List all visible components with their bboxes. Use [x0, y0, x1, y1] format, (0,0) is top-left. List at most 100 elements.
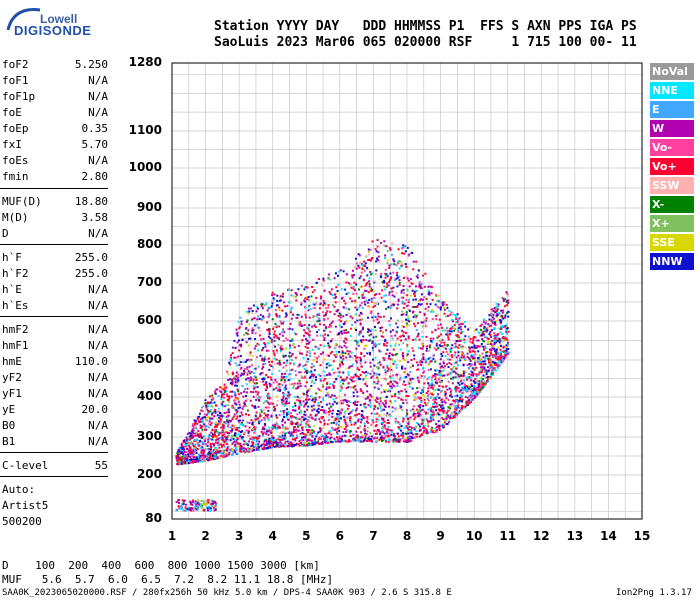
trace-point: [377, 255, 380, 258]
trace-point: [339, 440, 342, 443]
trace-point: [420, 298, 423, 301]
trace-point: [266, 414, 269, 417]
trace-point: [319, 344, 322, 347]
trace-point: [357, 377, 360, 380]
trace-point: [417, 303, 420, 305]
trace-point: [217, 440, 220, 443]
trace-point: [273, 445, 276, 448]
trace-point: [388, 291, 391, 294]
trace-point: [186, 456, 189, 459]
trace-point: [428, 376, 431, 379]
trace-point: [429, 431, 432, 433]
trace-point: [451, 368, 454, 371]
trace-point: [325, 312, 328, 315]
trace-point: [177, 448, 180, 451]
trace-point: [492, 361, 495, 364]
trace-point: [362, 335, 365, 338]
trace-point: [431, 309, 434, 311]
trace-point: [418, 281, 421, 284]
trace-point: [469, 326, 472, 329]
trace-point: [352, 439, 354, 442]
trace-point: [274, 423, 277, 426]
param-key: C-level: [2, 459, 49, 472]
trace-point: [345, 329, 348, 332]
trace-point: [479, 325, 482, 328]
trace-point: [245, 405, 248, 407]
trace-point: [355, 435, 358, 438]
trace-point: [385, 428, 388, 431]
trace-point: [385, 273, 388, 276]
trace-point: [437, 347, 440, 349]
trace-point: [398, 281, 401, 284]
trace-point: [448, 415, 450, 418]
trace-point: [268, 363, 271, 366]
trace-point: [409, 378, 412, 381]
trace-point: [277, 386, 280, 389]
trace-point: [180, 449, 183, 452]
trace-point: [229, 378, 232, 381]
trace-point: [406, 288, 409, 291]
trace-point: [288, 431, 290, 434]
trace-point: [278, 362, 281, 365]
trace-point: [347, 386, 350, 389]
trace-point: [339, 365, 342, 368]
trace-point: [390, 368, 393, 371]
trace-point: [219, 414, 222, 417]
trace-point: [359, 339, 362, 342]
trace-point: [397, 299, 400, 302]
trace-point: [406, 353, 409, 356]
trace-point: [356, 361, 358, 364]
trace-point: [291, 435, 293, 438]
trace-point: [426, 397, 429, 400]
trace-point: [194, 422, 196, 425]
trace-point: [202, 405, 205, 408]
trace-point: [336, 353, 338, 356]
trace-point: [421, 389, 424, 392]
trace-point: [240, 320, 243, 323]
trace-point: [388, 355, 391, 358]
trace-point: [396, 271, 399, 274]
trace-point: [474, 358, 477, 361]
trace-point: [259, 414, 262, 417]
trace-point: [372, 306, 375, 308]
trace-point: [188, 458, 191, 461]
trace-point: [269, 440, 272, 443]
trace-point: [408, 438, 411, 440]
trace-point: [402, 334, 404, 337]
trace-point: [414, 306, 417, 308]
trace-point: [407, 301, 410, 304]
trace-point: [408, 308, 411, 311]
trace-point: [384, 399, 387, 402]
trace-point: [484, 335, 487, 338]
trace-point: [458, 383, 461, 386]
trace-point: [317, 355, 320, 358]
trace-point: [220, 451, 223, 454]
trace-point: [411, 377, 414, 380]
trace-point: [338, 429, 341, 432]
trace-point: [405, 376, 407, 378]
trace-point: [385, 378, 388, 381]
trace-point: [505, 312, 508, 315]
trace-point: [359, 431, 362, 434]
trace-point: [328, 438, 331, 441]
trace-point: [384, 371, 387, 374]
trace-point: [459, 393, 462, 396]
trace-point: [494, 337, 497, 340]
trace-point: [336, 428, 339, 431]
trace-point: [444, 393, 447, 396]
trace-point: [265, 428, 268, 431]
trace-point: [475, 346, 478, 349]
trace-point: [442, 351, 445, 354]
trace-point: [290, 420, 293, 423]
trace-point: [268, 314, 271, 316]
trace-point: [278, 299, 281, 302]
trace-point: [326, 317, 329, 320]
trace-point: [401, 252, 403, 255]
trace-point: [440, 409, 443, 412]
trace-point: [449, 350, 452, 353]
trace-point: [303, 334, 305, 337]
trace-point: [486, 326, 489, 329]
trace-point: [324, 303, 327, 306]
trace-point: [373, 343, 375, 346]
trace-point: [428, 384, 431, 387]
